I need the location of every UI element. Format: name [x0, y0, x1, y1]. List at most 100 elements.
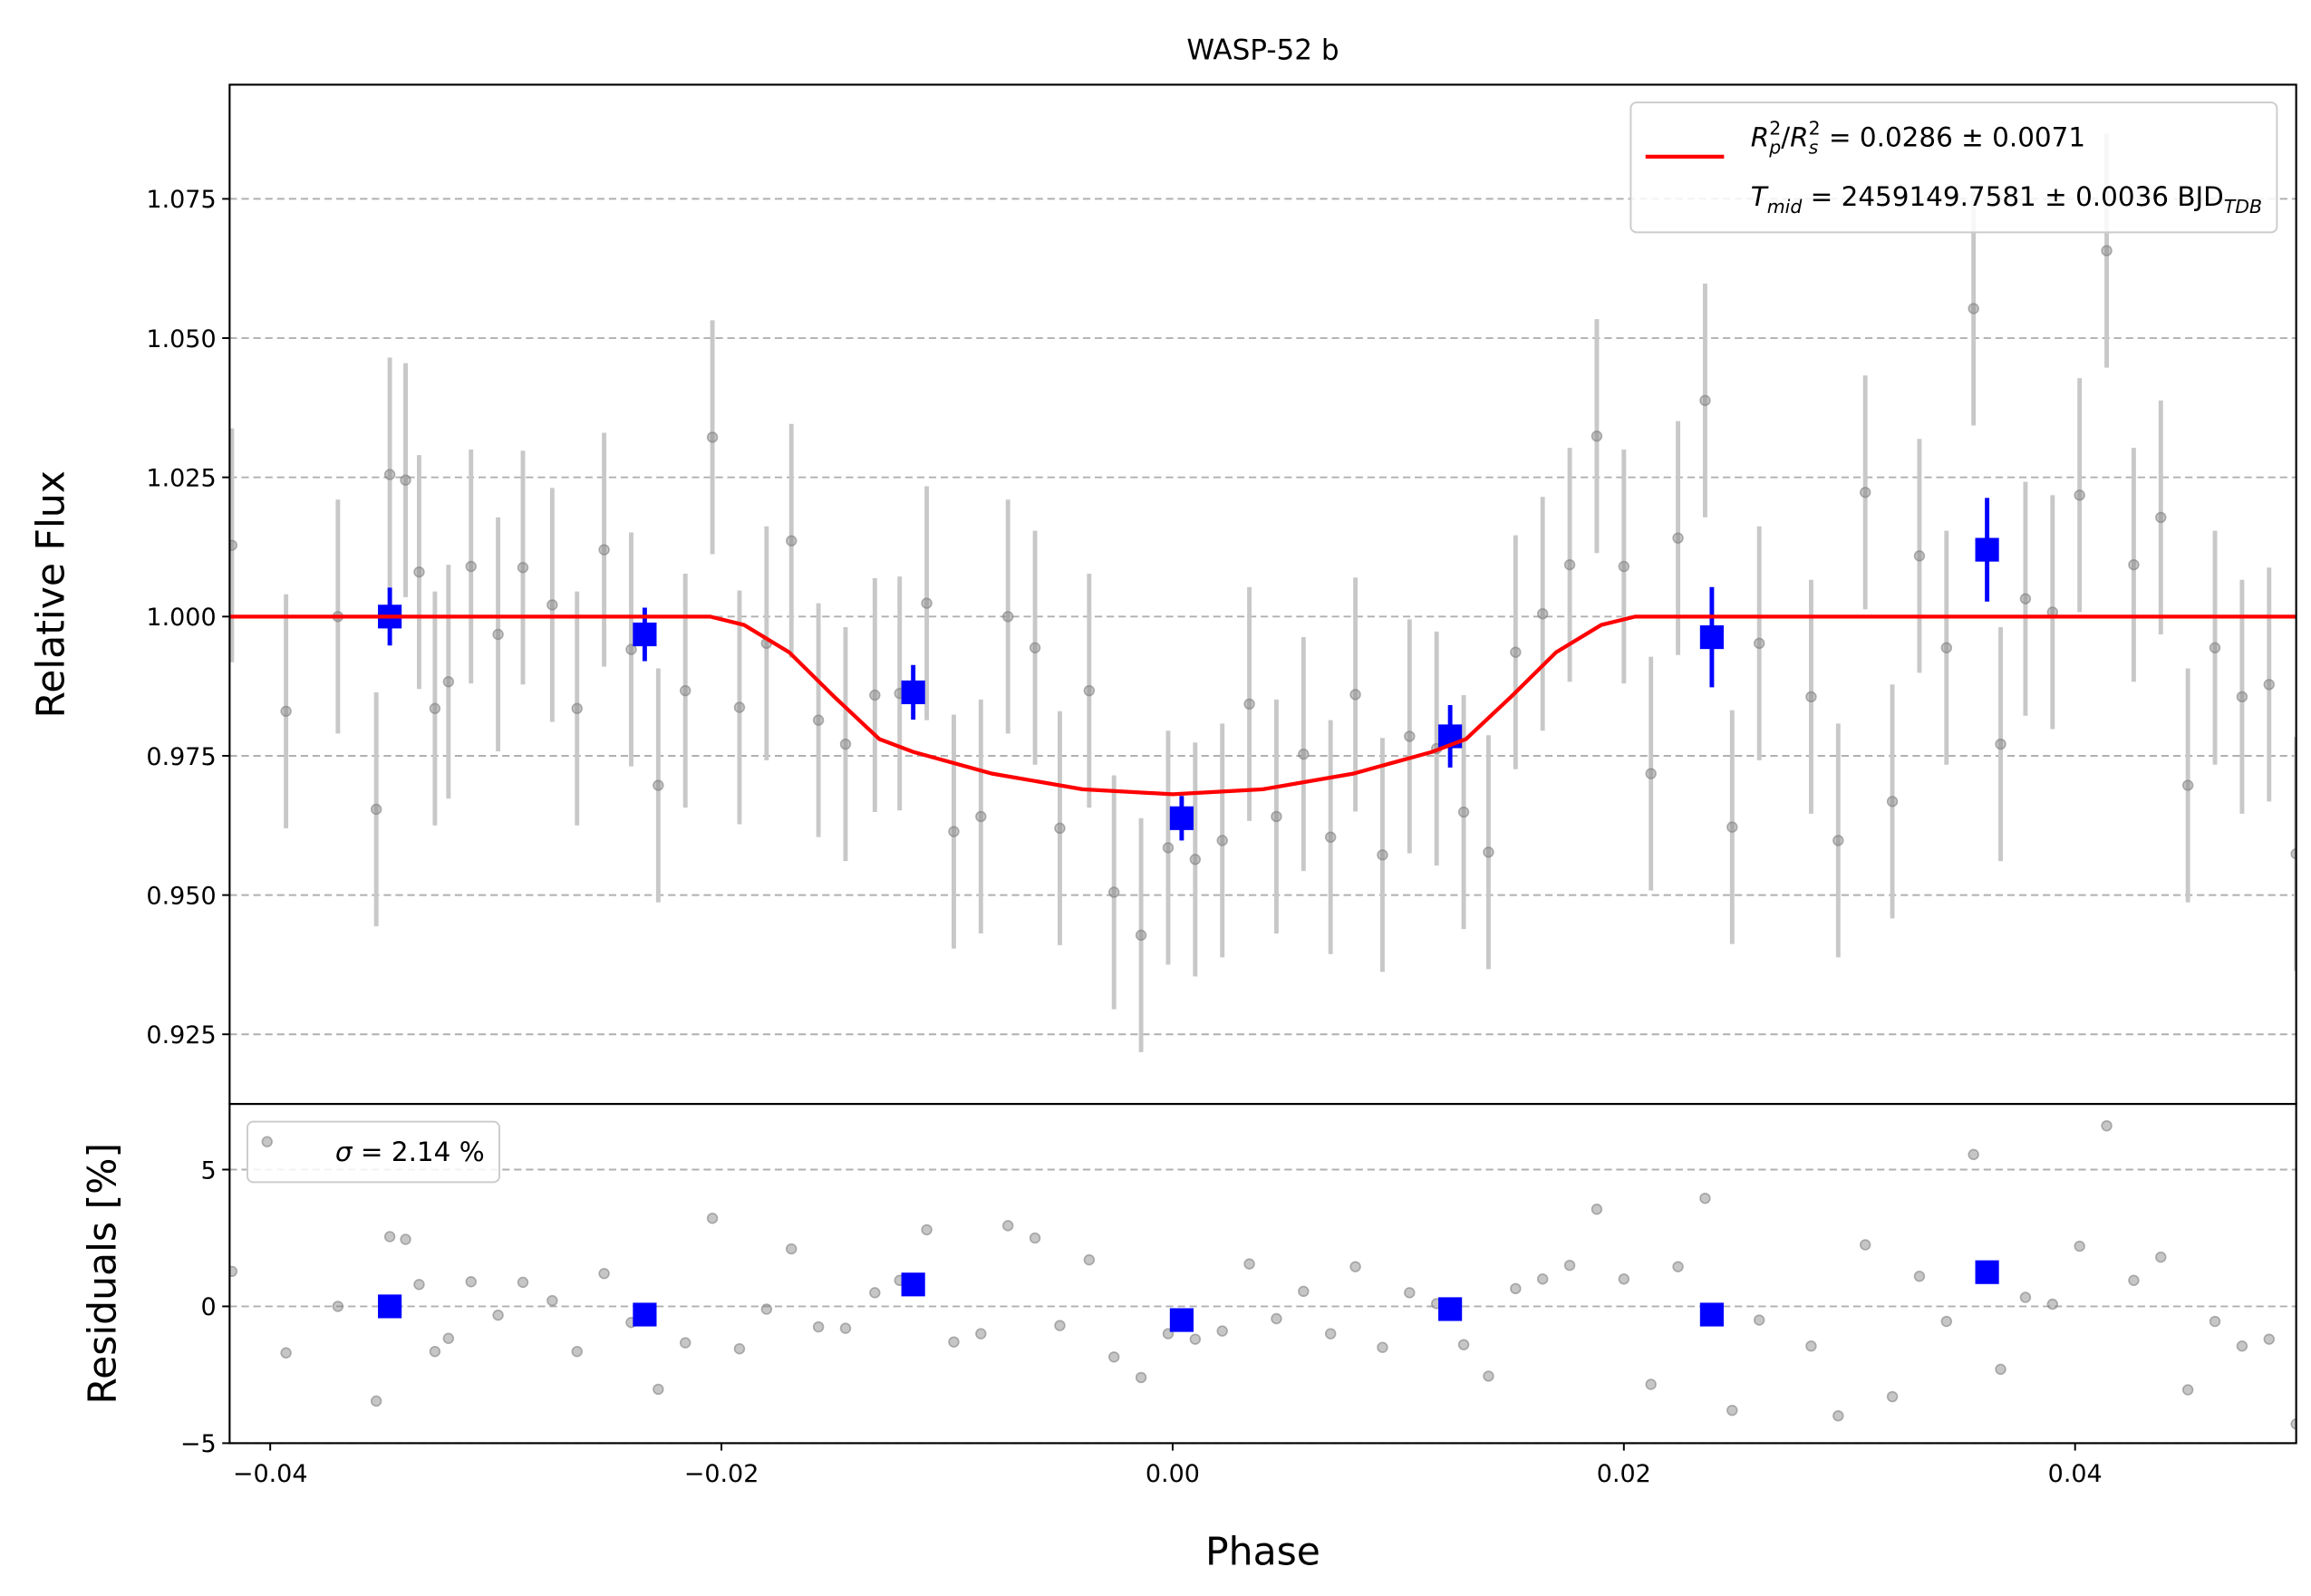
data-point	[2074, 1240, 2085, 1253]
data-point	[546, 1294, 558, 1307]
data-point	[1832, 835, 1844, 846]
data-point	[1536, 1273, 1549, 1285]
data-point	[429, 702, 441, 714]
data-point	[2155, 511, 2167, 524]
data-point	[370, 803, 382, 816]
data-point	[1672, 532, 1684, 544]
y-axis-label: Residuals [%]	[81, 1143, 125, 1405]
data-point	[1001, 611, 1014, 623]
panel: −5 0 5 −0.04 −0.02 0.00 0.02 0.04 Phase Residuals…	[81, 1102, 2297, 1574]
data-point	[2236, 691, 2248, 703]
legend-label: R	[1790, 121, 1808, 152]
data-point	[975, 1328, 987, 1340]
data-point	[2101, 245, 2113, 256]
data-point	[1271, 810, 1282, 823]
data-point	[706, 431, 719, 443]
data-point	[1886, 1390, 1899, 1403]
data-point	[2019, 593, 2032, 605]
data-point	[598, 1268, 610, 1280]
legend-label: s	[1809, 137, 1819, 159]
data-point	[2155, 1251, 2167, 1263]
data-point	[1083, 1253, 1096, 1266]
data-point	[2046, 1298, 2059, 1311]
data-point	[1968, 303, 1979, 314]
plot-area	[229, 133, 2296, 1052]
data-point	[2236, 1340, 2248, 1352]
binned-point	[1169, 806, 1194, 830]
data-point	[1189, 854, 1202, 866]
data-point	[1940, 642, 1953, 653]
data-point	[869, 689, 881, 701]
x-axis-label: Phase	[1205, 1530, 1320, 1574]
y-tick-label: 0.950	[146, 882, 216, 910]
data-point	[786, 535, 798, 547]
data-point	[1457, 1339, 1470, 1350]
data-point	[1672, 1261, 1684, 1272]
data-point	[653, 779, 664, 791]
binned-point	[1699, 1302, 1724, 1327]
data-point	[1913, 1271, 1926, 1282]
data-point	[1271, 1312, 1282, 1325]
data-point	[383, 469, 396, 480]
legend-box	[247, 1120, 500, 1184]
y-axis-label: Relative Flux	[29, 470, 73, 718]
data-point	[1699, 1192, 1711, 1204]
legend-label: /	[1781, 121, 1790, 152]
data-point	[492, 1309, 504, 1321]
data-point	[1107, 886, 1120, 898]
data-point	[400, 474, 411, 486]
x-tick-label: 0.00	[1146, 1460, 1200, 1488]
binned-point	[1169, 1308, 1194, 1332]
data-point	[2209, 642, 2221, 653]
legend-label: 2	[1769, 117, 1781, 139]
data-point	[1805, 1340, 1817, 1352]
model-line	[229, 614, 2296, 797]
legend-label: = 2.14 %	[353, 1137, 485, 1167]
data-point	[1483, 846, 1494, 858]
x-tick-label: −0.02	[684, 1460, 759, 1488]
data-point	[1404, 730, 1416, 742]
data-point	[1377, 1341, 1388, 1353]
data-point	[1726, 1404, 1738, 1417]
legend-label: σ	[335, 1137, 353, 1167]
legend-label: R	[1751, 121, 1769, 152]
data-point	[370, 1395, 382, 1407]
x-tick-label: −0.04	[233, 1460, 308, 1488]
legend-label: = 2459149.7581 ± 0.0036 BJD	[1802, 181, 2224, 212]
data-point	[1324, 831, 1337, 843]
y-tick-label: 1.075	[146, 186, 216, 214]
data-point	[571, 1346, 583, 1358]
data-point	[1510, 646, 1522, 658]
data-point	[1618, 560, 1630, 573]
data-point	[1753, 637, 1765, 650]
legend-swatch	[261, 1136, 273, 1147]
data-point	[2263, 679, 2275, 691]
data-point	[1995, 1363, 2006, 1376]
data-point	[1298, 1285, 1310, 1298]
plot-area	[229, 1119, 2296, 1430]
data-point	[812, 1320, 825, 1333]
data-point	[1832, 1409, 1844, 1422]
legend-label: 2	[1809, 117, 1821, 139]
binned-point	[1438, 1297, 1463, 1321]
data-point	[948, 1336, 960, 1348]
data-point	[1216, 1325, 1228, 1337]
data-point	[948, 826, 960, 837]
data-point	[429, 1346, 441, 1358]
panel: 0.925 0.950 0.975 1.000 1.025 1.050 1.075 WASP-…	[29, 34, 2297, 1106]
data-point	[1995, 738, 2006, 750]
data-point	[1001, 1220, 1014, 1232]
data-point	[2074, 489, 2085, 501]
data-point	[1645, 1378, 1657, 1390]
data-point	[2101, 1119, 2113, 1132]
data-point	[680, 1337, 691, 1349]
data-point	[413, 1279, 425, 1291]
y-tick-label: 0	[200, 1293, 216, 1321]
data-point	[1591, 430, 1603, 442]
axes-frame	[228, 1102, 2297, 1445]
data-point	[869, 1287, 881, 1299]
data-point	[1054, 822, 1066, 835]
